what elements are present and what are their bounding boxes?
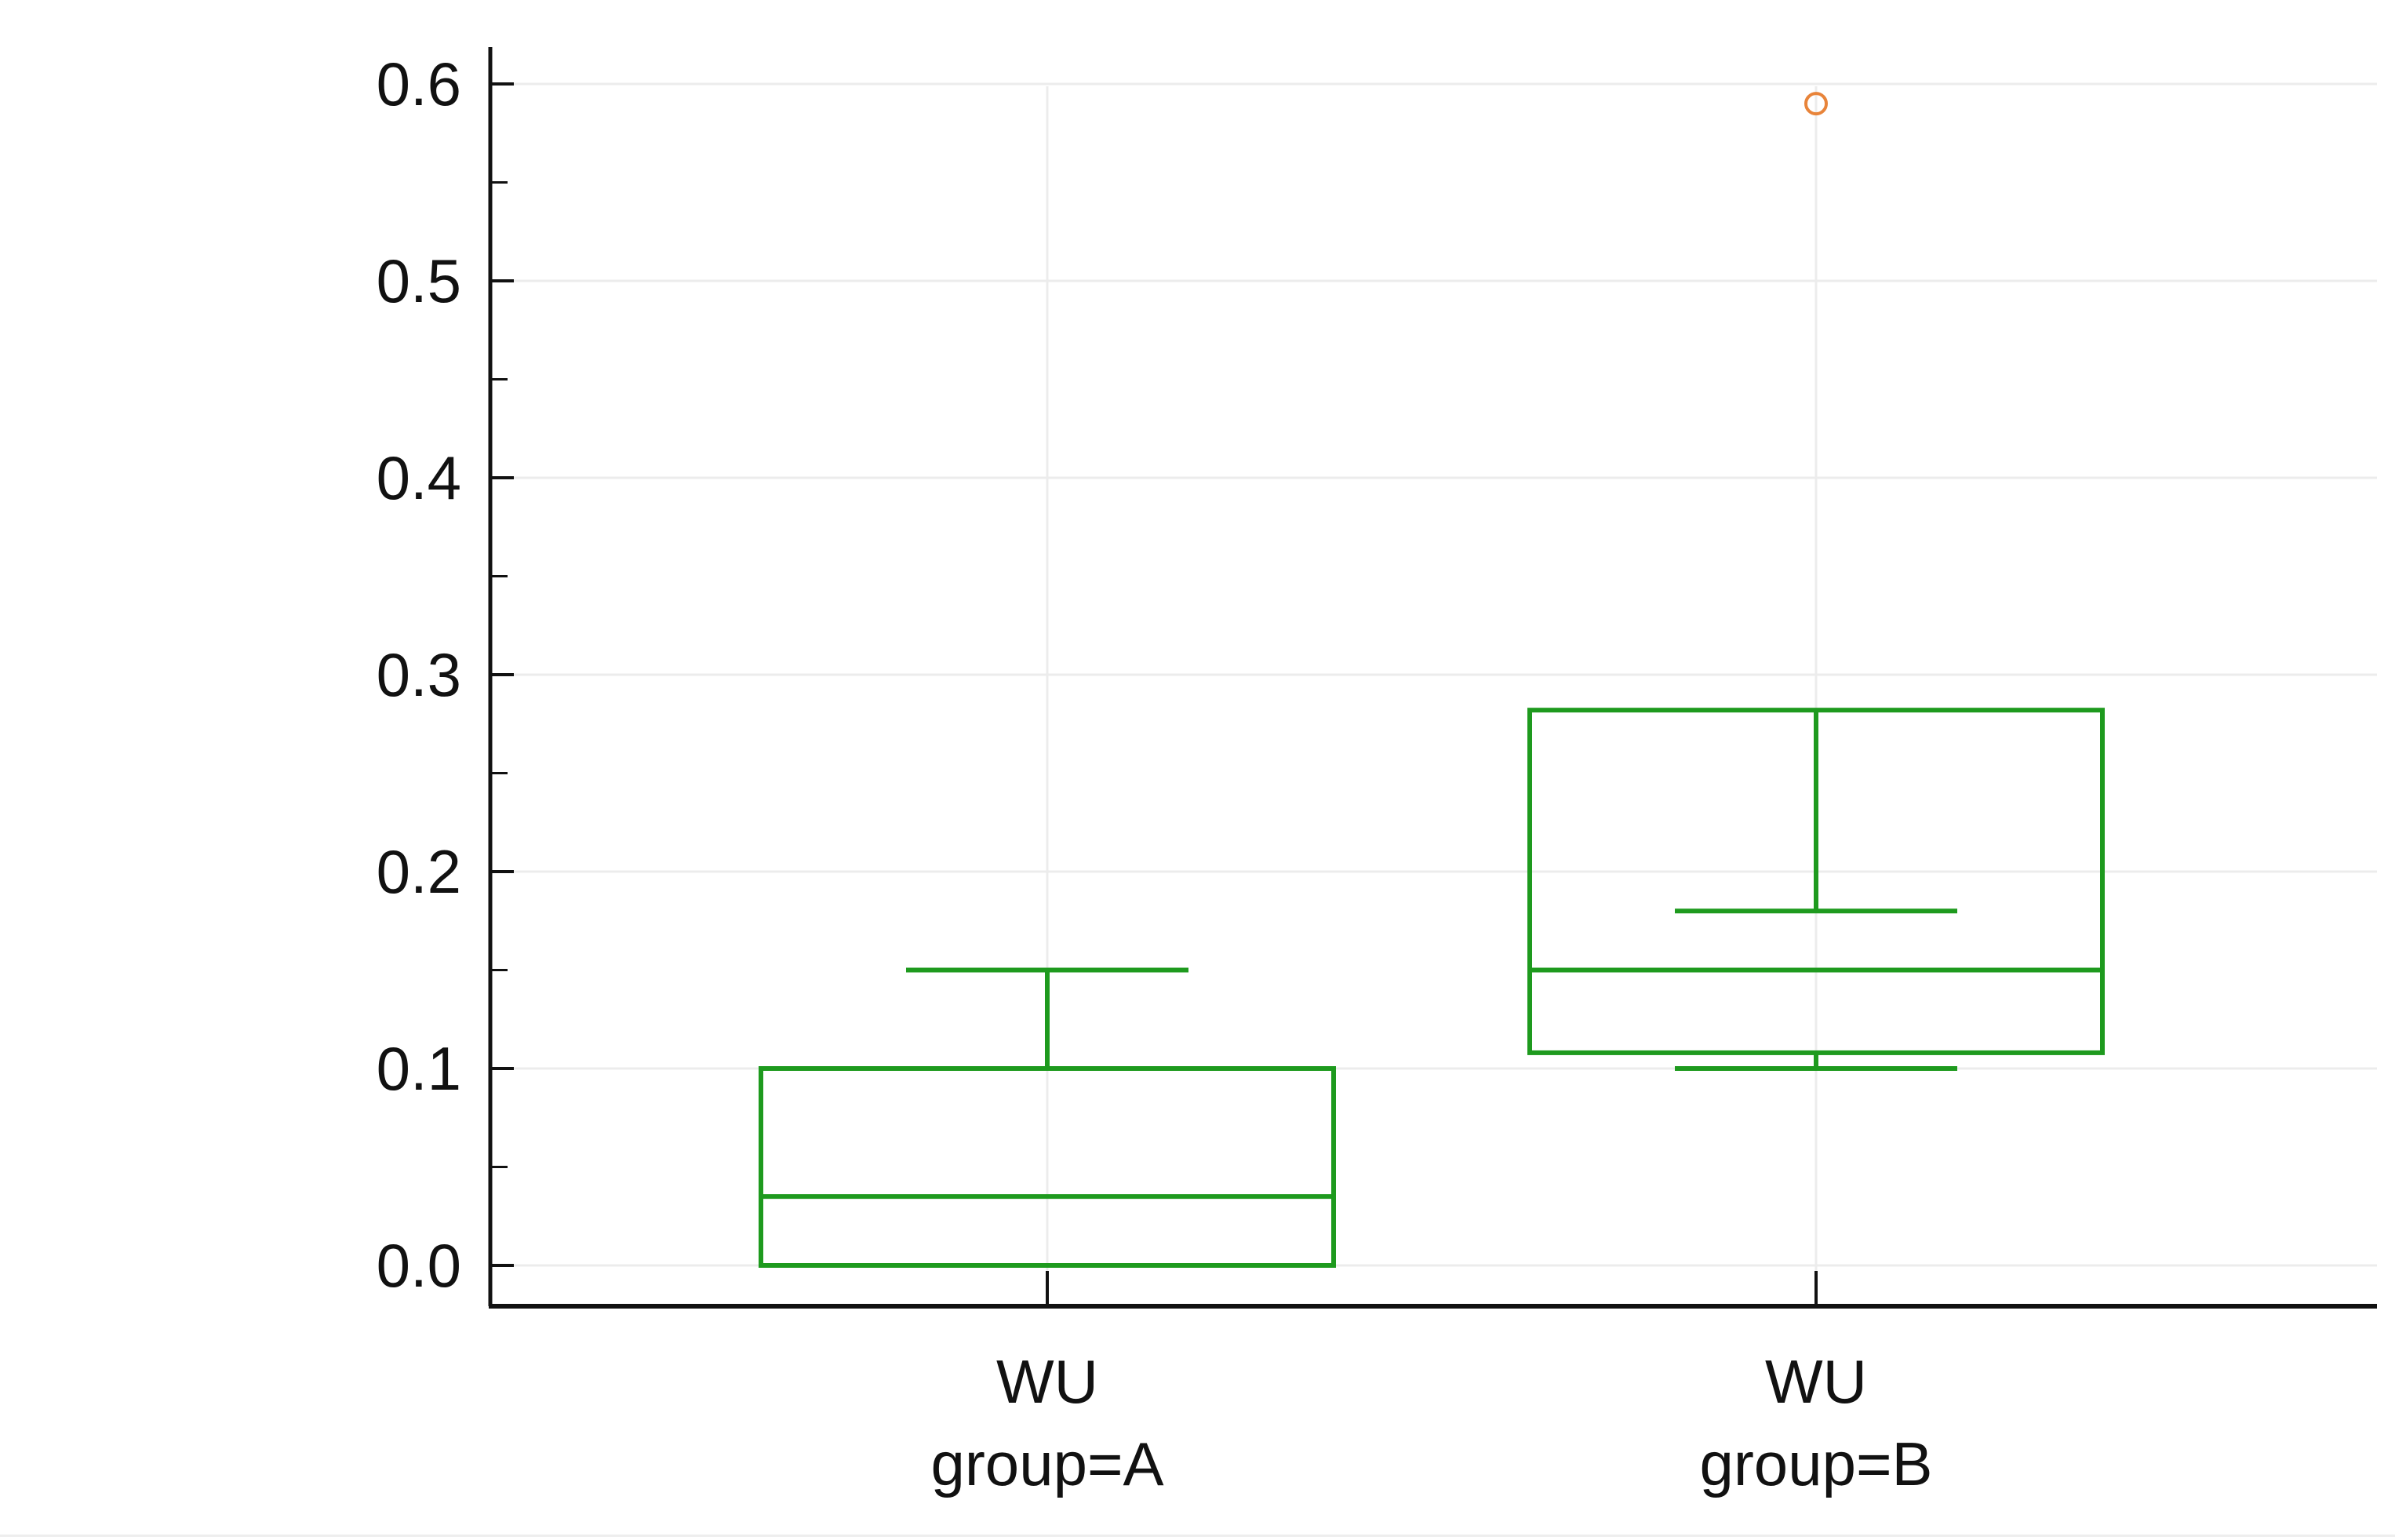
- x-category-label-line1-1: WU: [1765, 1347, 1867, 1416]
- x-category-label-line1-0: WU: [996, 1347, 1098, 1416]
- grid-lines: [514, 82, 2377, 1306]
- axes: [488, 47, 2377, 1309]
- y-tick-label-4: 0.4: [377, 443, 461, 512]
- boxes: [759, 92, 2105, 1268]
- bottom-divider: [0, 1535, 2395, 1537]
- x-category-label-line2-0: group=A: [930, 1429, 1163, 1498]
- y-tick-label-0: 0.0: [377, 1231, 461, 1300]
- y-tick-label-1: 0.1: [377, 1034, 461, 1103]
- y-tick-label-5: 0.5: [377, 246, 461, 315]
- box-0: [759, 967, 1336, 1268]
- y-tick-label-2: 0.2: [377, 837, 461, 906]
- box-1: [1527, 92, 2105, 1071]
- y-tick-label-6: 0.6: [377, 49, 461, 118]
- outlier-point-1-0: [1804, 92, 1828, 116]
- labels: 0.0 0.1 0.2 0.3 0.4 0.5 0.6 WU group=A WU group=B: [377, 49, 1933, 1498]
- x-category-label-line2-1: group=B: [1699, 1429, 1932, 1498]
- y-tick-label-3: 0.3: [377, 640, 461, 709]
